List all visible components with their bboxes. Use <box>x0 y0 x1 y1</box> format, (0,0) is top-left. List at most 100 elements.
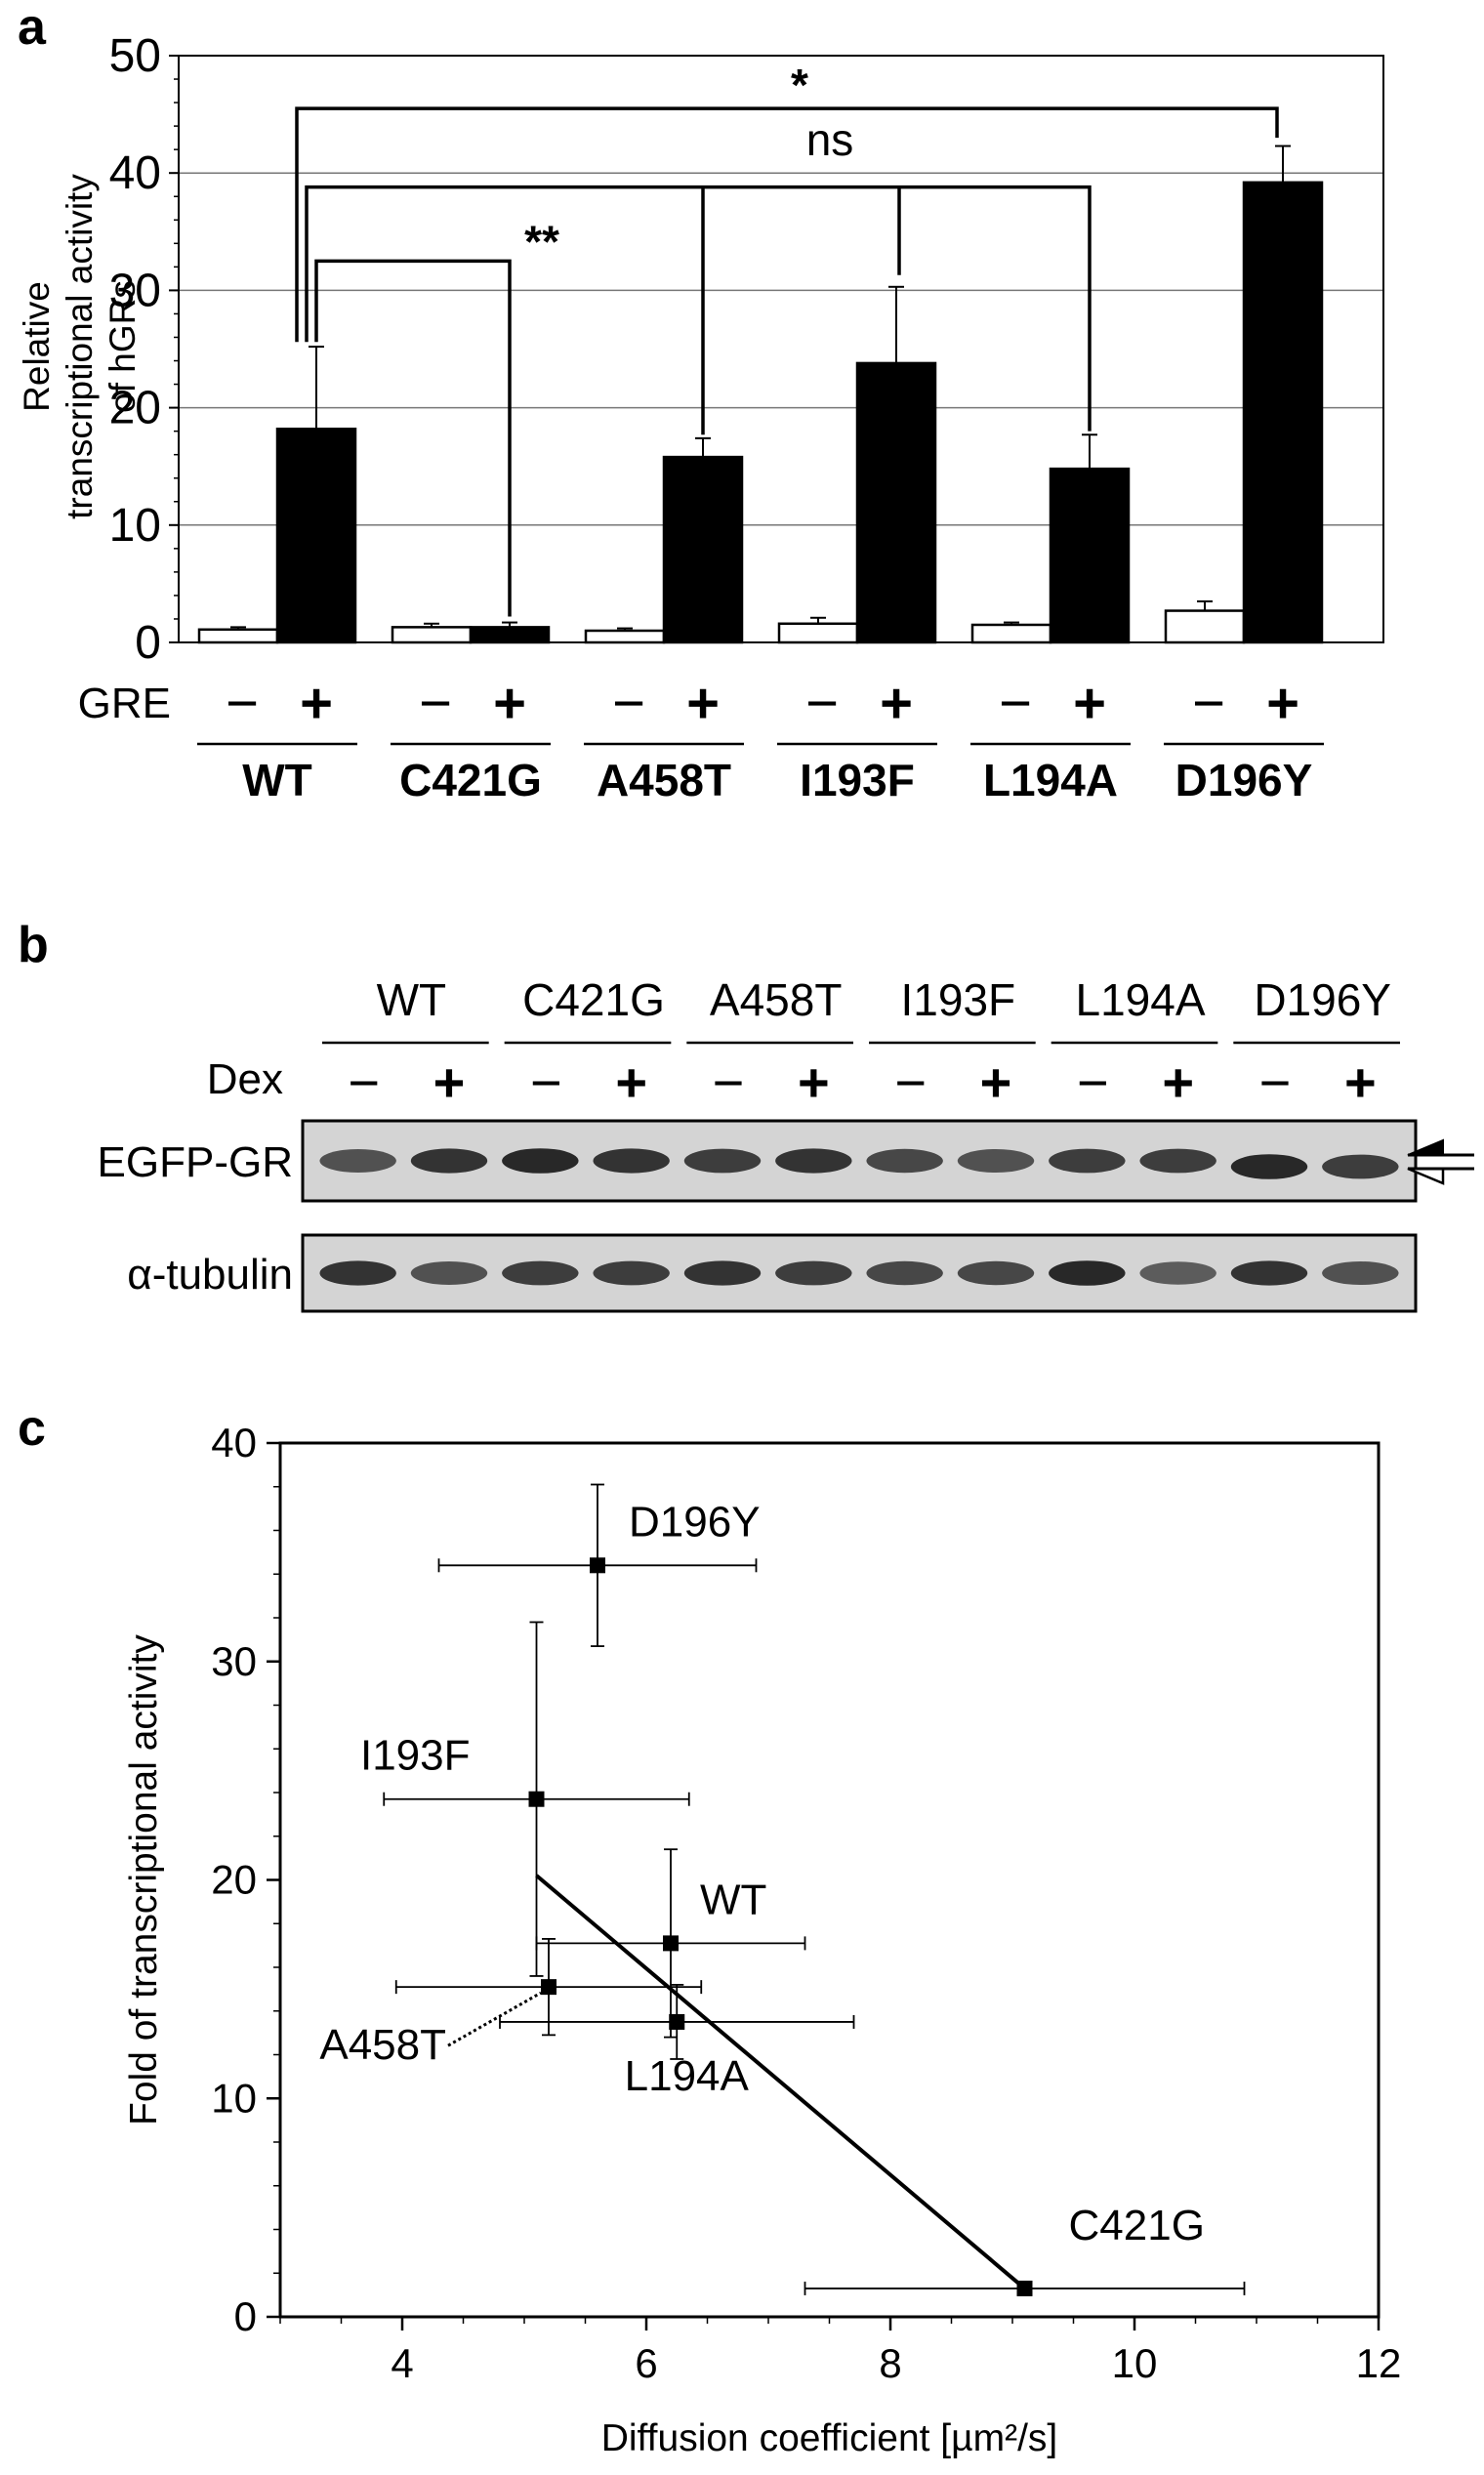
blot-band <box>866 1148 943 1174</box>
blot-band <box>683 1260 762 1286</box>
condition-plus: + <box>433 1052 466 1113</box>
bar-I193F-plus <box>855 361 937 644</box>
group-label: L194A <box>983 755 1118 805</box>
bar-A458T-plus <box>662 455 744 644</box>
condition-plus: + <box>798 1052 830 1113</box>
blot-band <box>957 1260 1035 1286</box>
blot-band <box>1049 1260 1126 1286</box>
condition-minus: − <box>419 672 452 735</box>
x-axis-labels: − +WT− +C421G− +A458T− +I193F− +L194A− +D196YG… <box>78 672 1324 805</box>
point-A458T <box>541 1979 556 1996</box>
y-tick-label: 40 <box>211 1420 257 1465</box>
group-label: WT <box>242 755 312 805</box>
condition-plus: + <box>1073 672 1106 735</box>
condition-plus: + <box>1266 672 1299 735</box>
group-label: A458T <box>597 755 731 805</box>
blot-band <box>1230 1260 1308 1286</box>
group-label: I193F <box>800 755 915 805</box>
condition-plus: + <box>615 1052 647 1113</box>
condition-minus: − <box>1259 1052 1292 1113</box>
blot-row-label: α-tubulin <box>127 1251 293 1299</box>
bar-D196Y-plus <box>1242 181 1324 644</box>
sig-label: ns <box>806 114 854 165</box>
bracket-star <box>295 106 1279 343</box>
condition-plus: + <box>880 672 913 735</box>
y-axis-label-line: Relative <box>17 281 57 412</box>
bracket-double-star <box>314 259 512 617</box>
blot-band <box>410 1148 488 1174</box>
point-label: C421G <box>1069 2202 1205 2249</box>
gridlines <box>179 55 1383 526</box>
blot-band <box>1322 1154 1399 1179</box>
y-tick-label: 20 <box>211 1857 257 1903</box>
fit-line <box>535 1874 1026 2290</box>
condition-minus: − <box>530 1052 562 1113</box>
condition-plus: + <box>980 1052 1012 1113</box>
bar-WT-plus <box>275 427 357 644</box>
blot-group-label: D196Y <box>1254 974 1391 1025</box>
y-axis-label: Fold of transcriptional activity <box>123 1634 165 2125</box>
y-tick-label: 40 <box>109 147 161 199</box>
y-tick-label: 0 <box>234 2293 257 2339</box>
point-WT <box>663 1935 679 1952</box>
y-axis-label: Relativetranscriptional activityof hGRs <box>17 174 143 519</box>
y-tick-label: 20 <box>109 383 161 434</box>
blot-group-label: I193F <box>901 974 1016 1025</box>
blot-band <box>775 1148 852 1174</box>
y-tick-label: 30 <box>211 1638 257 1684</box>
bar-C421G-minus <box>391 626 473 644</box>
plot-frame <box>178 55 1384 643</box>
x-tick-label: 12 <box>1356 2340 1402 2386</box>
blot-band <box>683 1148 762 1174</box>
blot-band <box>1322 1261 1399 1285</box>
x-tick-label: 6 <box>635 2340 657 2386</box>
gre-label: GRE <box>78 680 171 727</box>
group-label: D196Y <box>1175 755 1313 805</box>
blot-band <box>593 1148 670 1174</box>
point-label: A458T <box>319 2021 446 2069</box>
y-axis-label-line: of hGRs <box>103 280 143 413</box>
blot-strips: EGFP-GR α-tubulin <box>98 1119 1474 1313</box>
condition-minus: − <box>1192 672 1225 735</box>
group-label: C421G <box>399 755 542 805</box>
blot-strip <box>301 1119 1418 1203</box>
point-label: I193F <box>360 1732 471 1780</box>
condition-plus: + <box>493 672 526 735</box>
blot-band <box>1230 1154 1308 1179</box>
blot-band <box>319 1260 396 1286</box>
point-L194A <box>669 2013 685 2030</box>
blot-headers: WT− +C421G− +A458T− +I193F− +L194A− +D196Y− +D… <box>207 974 1400 1113</box>
bar-L194A-plus <box>1049 467 1131 644</box>
blot-band <box>1139 1148 1216 1174</box>
bar-D196Y-minus <box>1164 609 1246 644</box>
sig-label: ** <box>524 216 559 267</box>
blot-band <box>1049 1148 1126 1174</box>
blot-band <box>1139 1261 1216 1285</box>
leader-line <box>447 1991 542 2047</box>
significance-brackets: *ns ** <box>295 60 1279 617</box>
bars <box>197 144 1324 644</box>
condition-minus: − <box>612 672 645 735</box>
blot-group-label: C421G <box>522 974 665 1025</box>
scatter-panel-c: 4 6 8 10 12 0 10 20 30 40 D196Y I193F WT A458T L194A C… <box>123 1420 1401 2459</box>
y-tick-label: 10 <box>109 500 161 552</box>
condition-minus: − <box>805 672 839 735</box>
y-tick-label: 50 <box>109 30 161 82</box>
blot-band <box>866 1260 943 1286</box>
bar-L194A-minus <box>970 623 1052 644</box>
x-axis-label: Diffusion coefficient [µm²/s] <box>601 2417 1058 2459</box>
blot-group-label: A458T <box>710 974 843 1025</box>
sig-label: * <box>791 60 808 110</box>
bar-I193F-minus <box>777 622 859 644</box>
blot-band <box>957 1149 1035 1173</box>
western-blot-panel-b: WT− +C421G− +A458T− +I193F− +L194A− +D196Y− +D… <box>98 974 1474 1313</box>
condition-plus: + <box>300 672 333 735</box>
blot-group-label: WT <box>377 974 447 1025</box>
treatment-label: Dex <box>207 1055 283 1103</box>
x-tick-label: 10 <box>1112 2340 1158 2386</box>
bar-C421G-plus <box>469 626 551 644</box>
blot-band <box>502 1260 579 1286</box>
condition-plus: + <box>1162 1052 1194 1113</box>
